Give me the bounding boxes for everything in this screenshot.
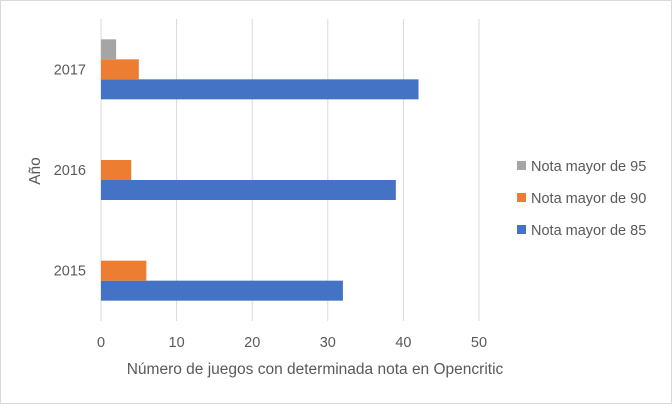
y-tick-label-2016: 2016 [54, 163, 86, 179]
bar-2017-series-0 [101, 79, 419, 100]
x-axis-ticks: 0 10 20 30 40 50 [97, 335, 487, 351]
x-axis-title: Número de juegos con determinada nota en… [127, 361, 504, 378]
x-tick-label-20: 20 [244, 335, 260, 351]
y-axis-ticks: 2015 2016 2017 [54, 62, 86, 279]
legend-swatch-1 [517, 193, 526, 202]
bar-2015-series-0 [101, 280, 343, 301]
x-tick-label-50: 50 [471, 335, 487, 351]
legend-swatch-0 [517, 225, 526, 234]
legend-label-1: Nota mayor de 90 [531, 191, 646, 207]
legend-label-0: Nota mayor de 85 [531, 223, 646, 239]
y-tick-label-2015: 2015 [54, 264, 86, 280]
legend: Nota mayor de 95 Nota mayor de 90 Nota may… [517, 159, 646, 239]
x-tick-label-0: 0 [97, 335, 105, 351]
y-axis-title: Año [27, 157, 44, 185]
legend-label-2: Nota mayor de 95 [531, 159, 646, 175]
legend-swatch-2 [517, 161, 526, 170]
x-tick-label-30: 30 [320, 335, 336, 351]
grid-lines [100, 19, 480, 321]
bars-group [101, 39, 419, 301]
bar-2015-series-1 [101, 260, 147, 281]
x-tick-label-40: 40 [395, 335, 411, 351]
x-tick-label-10: 10 [169, 335, 185, 351]
bar-2016-series-0 [101, 180, 396, 200]
bar-2016-series-1 [101, 160, 132, 180]
bar-2017-series-2 [101, 39, 117, 60]
bar-2017-series-1 [101, 59, 139, 80]
y-tick-label-2017: 2017 [54, 62, 86, 78]
